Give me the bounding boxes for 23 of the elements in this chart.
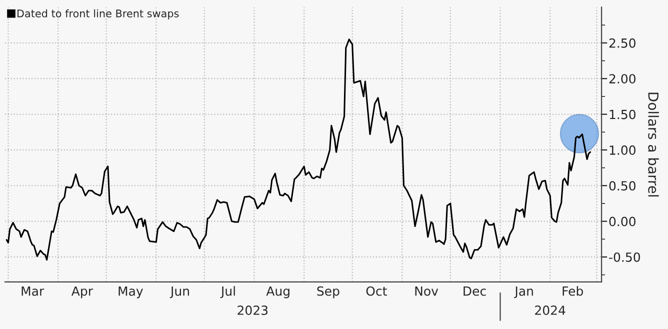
x-tick-label: Jun bbox=[170, 286, 189, 298]
x-tick-label: Oct bbox=[366, 286, 387, 296]
x-tick-label: Sep bbox=[317, 286, 340, 298]
x2-tick-label: 2024 bbox=[535, 306, 566, 315]
legend-label: Dated to front line Brent swaps bbox=[17, 9, 179, 20]
x-tick-label: Aug bbox=[266, 286, 290, 298]
y-tick-label: 0.50 bbox=[609, 181, 636, 191]
x-tick-label: Mar bbox=[22, 286, 44, 296]
y-tick-label: 1.50 bbox=[610, 110, 636, 120]
x-tick-label: Nov bbox=[415, 286, 438, 296]
x-tick-label: May bbox=[118, 286, 143, 298]
y-tick-label: 1.00 bbox=[610, 145, 636, 155]
x-tick-label: Jan bbox=[514, 286, 533, 298]
y-axis-title: Dollars a barrel bbox=[648, 92, 659, 196]
y-tick-label: -0.50 bbox=[609, 252, 640, 262]
x-tick-label: Feb bbox=[562, 286, 583, 296]
x-tick-label: Jul bbox=[220, 286, 235, 298]
y-tick-label: 2.00 bbox=[609, 74, 636, 84]
x-tick-label: Apr bbox=[71, 286, 93, 298]
y-tick-label: 2.50 bbox=[609, 38, 636, 48]
x-tick-label: Dec bbox=[464, 286, 486, 296]
y-tick-label: 0.00 bbox=[609, 216, 636, 226]
x2-tick-label: 2023 bbox=[238, 306, 268, 315]
